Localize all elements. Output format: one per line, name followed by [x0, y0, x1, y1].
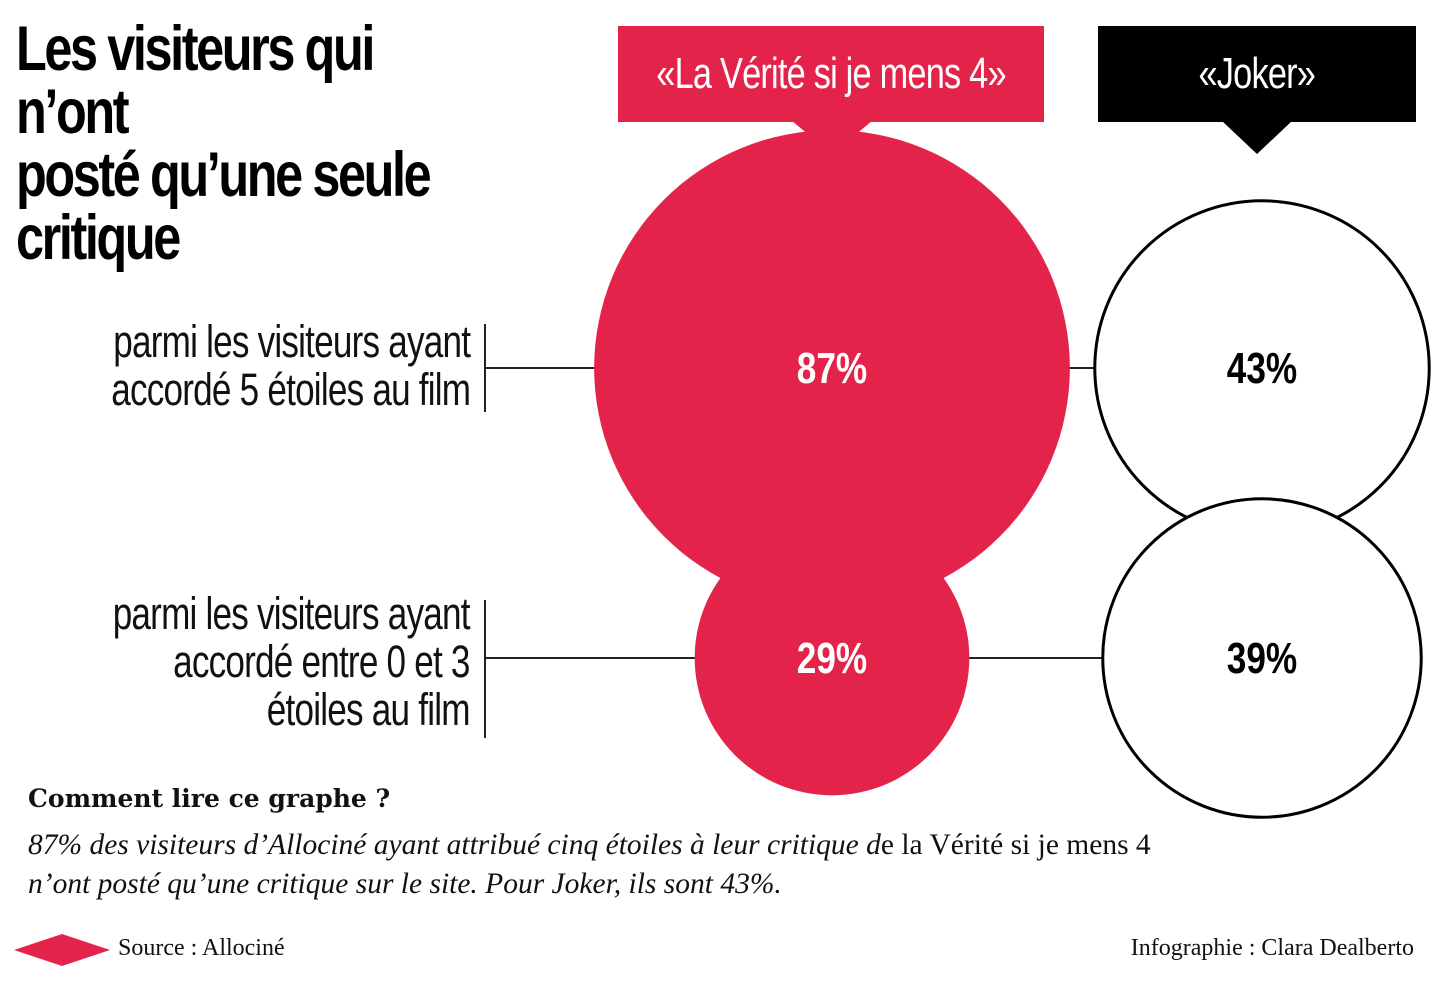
title-line-2: posté qu’une seule: [16, 140, 432, 210]
how-to-read-text: 87% des visiteurs d’Allociné ayant attri…: [28, 826, 1408, 904]
credit-text: Infographie : Clara Dealberto: [1130, 935, 1414, 961]
series-name-verite: «La Vérité si je mens 4»: [656, 49, 1006, 98]
how-to-read-heading: Comment lire ce graphe ?: [28, 784, 391, 813]
bubble-label-verite-row-2: 29%: [797, 634, 867, 683]
series-header-pointer-joker: [1222, 121, 1292, 154]
bubble-verite-row-1: [594, 130, 1070, 606]
bubble-layer: 87% 29% 43% 39%: [594, 130, 1431, 819]
chart-title: Les visiteurs qui n’ont posté qu’une seu…: [16, 18, 464, 270]
title-line-3: critique: [16, 203, 181, 273]
bubble-label-joker-row-1: 43%: [1227, 344, 1297, 393]
series-header-joker: «Joker»: [1098, 26, 1416, 122]
bubble-verite-row-2: [694, 520, 970, 796]
row-label-five-stars-line-2: accordé 5 étoiles au film: [111, 364, 471, 415]
series-name-joker: «Joker»: [1198, 49, 1316, 98]
row-label-zero-to-three-stars: parmi les visiteurs ayant accordé entre …: [113, 588, 471, 735]
row-label-five-stars: parmi les visiteurs ayant accordé 5 étoi…: [111, 316, 471, 415]
source-diamond-icon: [14, 934, 110, 966]
bubble-joker-row-2: [1101, 497, 1423, 819]
bubble-label-joker-row-2: 39%: [1227, 634, 1297, 683]
title-line-1: Les visiteurs qui n’ont: [16, 14, 375, 147]
bubble-label-verite-row-1: 87%: [797, 344, 867, 393]
how-to-read-line1-italic: 87% des visiteurs d’Allociné ayant attri…: [28, 829, 881, 861]
row-label-zero-to-three-line-3: étoiles au film: [267, 684, 471, 735]
how-to-read-line1-roman: e la Vérité si je mens 4: [880, 829, 1151, 861]
row-label-five-stars-line-1: parmi les visiteurs ayant: [113, 316, 471, 367]
source-text: Source : Allociné: [118, 935, 285, 961]
how-to-read-line2-italic: n’ont posté qu’une critique sur le site.…: [28, 868, 782, 900]
series-header-verite: «La Vérité si je mens 4»: [618, 26, 1044, 122]
row-label-zero-to-three-line-2: accordé entre 0 et 3: [173, 636, 470, 687]
row-label-zero-to-three-line-1: parmi les visiteurs ayant: [113, 588, 471, 639]
